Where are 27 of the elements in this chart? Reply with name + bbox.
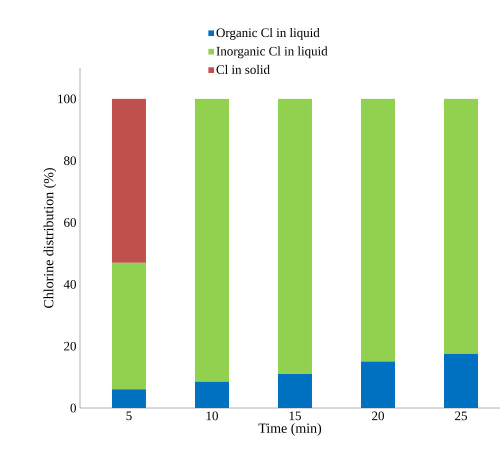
x-axis-title: Time (min): [258, 423, 322, 436]
x-tick-label: 15: [290, 412, 301, 420]
y-tick-label: 60: [64, 218, 76, 227]
bar: [112, 98, 146, 263]
bar: [278, 98, 312, 374]
legend-label: Cl in solid: [216, 64, 270, 74]
y-tick-label: 20: [64, 342, 76, 351]
bar: [194, 382, 229, 408]
x-tick-label: 20: [372, 412, 384, 420]
x-tick-label: 5: [126, 412, 132, 420]
legend-label: Organic Cl in liquid: [216, 28, 320, 40]
x-tick-label: 25: [455, 412, 467, 420]
y-tick-label: 0: [70, 404, 76, 412]
bar: [194, 98, 229, 382]
x-tick-label: 10: [206, 412, 218, 420]
y-tick-label: 40: [64, 280, 76, 289]
bar: [360, 98, 395, 362]
y-axis-title: Chlorine distribution (%): [44, 168, 56, 308]
bar: [444, 98, 478, 354]
legend-label: Inorganic Cl in liquid: [216, 46, 328, 58]
bar: [444, 354, 478, 408]
bar: [278, 374, 312, 408]
y-tick-label: 80: [64, 156, 76, 166]
bar: [360, 362, 395, 408]
bar: [112, 389, 146, 408]
y-tick-label: 100: [58, 94, 76, 104]
bar: [112, 262, 146, 390]
